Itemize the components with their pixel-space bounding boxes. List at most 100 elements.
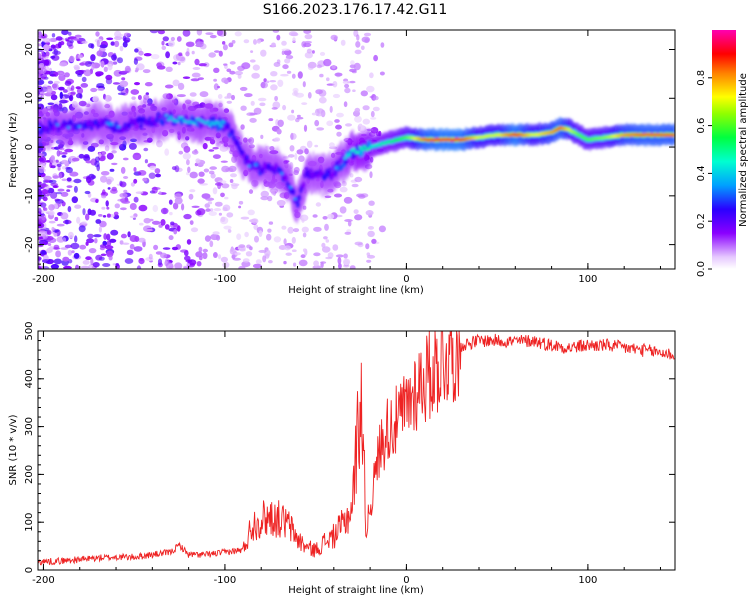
noise-blob — [38, 67, 47, 74]
noise-blob — [65, 166, 71, 170]
noise-blob — [291, 73, 296, 79]
noise-blob — [353, 209, 359, 215]
noise-blob — [86, 176, 92, 184]
noise-blob — [73, 185, 78, 193]
noise-blob — [322, 216, 328, 220]
noise-blob — [281, 50, 285, 55]
noise-blob — [307, 61, 317, 69]
noise-blob — [253, 107, 262, 115]
noise-blob — [80, 265, 90, 269]
noise-blob — [38, 165, 45, 174]
noise-blob — [201, 193, 211, 200]
spectrogram-frame — [37, 29, 676, 270]
noise-blob — [295, 92, 304, 98]
noise-blob — [228, 42, 234, 48]
noise-blob — [120, 166, 126, 174]
noise-blob — [197, 178, 205, 184]
noise-blob — [329, 142, 335, 148]
noise-blob — [157, 30, 165, 35]
noise-blob — [165, 66, 173, 73]
noise-blob — [213, 67, 220, 74]
noise-blob — [153, 244, 159, 250]
noise-blob — [38, 207, 42, 215]
noise-blob — [129, 215, 136, 219]
noise-blob — [360, 90, 368, 97]
y-tick-label: 0 — [24, 144, 35, 150]
noise-blob — [136, 63, 145, 71]
noise-blob — [122, 157, 129, 161]
noise-blob — [226, 100, 232, 104]
ridge-core — [284, 175, 289, 182]
noise-blob — [111, 150, 117, 154]
noise-blob — [327, 252, 334, 259]
ridge-hot — [358, 146, 363, 150]
noise-blob — [114, 36, 123, 41]
noise-blob — [192, 67, 201, 70]
noise-blob — [110, 41, 115, 46]
ridge-core — [226, 122, 231, 130]
noise-blob — [241, 62, 251, 70]
noise-blob — [174, 197, 183, 205]
noise-blob — [160, 252, 168, 259]
noise-blob — [85, 256, 92, 261]
noise-blob — [160, 219, 166, 226]
noise-blob — [80, 83, 89, 88]
noise-blob — [365, 243, 370, 250]
noise-blob — [202, 248, 208, 253]
noise-blob — [85, 160, 92, 164]
noise-blob — [214, 50, 220, 53]
noise-blob — [234, 252, 241, 256]
noise-blob — [182, 30, 191, 37]
noise-blob — [367, 230, 375, 238]
noise-blob — [94, 156, 100, 163]
noise-blob — [368, 226, 374, 230]
ridge-hot — [672, 133, 675, 137]
noise-blob — [66, 185, 73, 189]
noise-blob — [347, 220, 352, 227]
noise-blob — [281, 48, 291, 52]
noise-blob — [169, 211, 173, 216]
noise-blob — [258, 97, 267, 102]
noise-blob — [205, 208, 211, 212]
noise-blob — [232, 182, 236, 186]
noise-blob — [210, 173, 216, 179]
noise-blob — [243, 39, 250, 44]
noise-blob — [133, 58, 138, 65]
noise-blob — [223, 225, 232, 230]
noise-blob — [113, 211, 119, 216]
noise-blob — [94, 238, 98, 244]
noise-blob — [63, 265, 72, 269]
noise-blob — [263, 78, 267, 83]
noise-blob — [117, 92, 126, 96]
ridge-hot — [175, 119, 180, 123]
noise-blob — [273, 236, 282, 243]
noise-blob — [332, 81, 338, 88]
noise-blob — [53, 244, 60, 250]
noise-blob — [121, 77, 126, 81]
noise-blob — [74, 66, 80, 71]
noise-blob — [343, 258, 351, 266]
noise-blob — [76, 87, 84, 95]
x-tick-label: 0 — [403, 575, 409, 586]
noise-blob — [312, 214, 318, 218]
noise-blob — [99, 244, 107, 248]
noise-blob — [119, 192, 128, 198]
noise-blob — [98, 152, 102, 158]
ridge-core — [230, 128, 235, 136]
noise-blob — [123, 189, 128, 194]
colorbar: 0.0 0.2 0.4 0.6 0.8 Normalized spectral ampl… — [696, 30, 749, 277]
noise-blob — [51, 83, 58, 89]
noise-blob — [324, 223, 329, 231]
noise-blob — [168, 40, 175, 48]
noise-blob — [208, 149, 215, 152]
noise-blob — [349, 80, 356, 84]
noise-blob — [220, 192, 225, 198]
noise-blob — [168, 235, 174, 241]
noise-blob — [107, 63, 113, 71]
noise-blob — [110, 229, 119, 236]
noise-blob — [354, 241, 363, 246]
noise-blob — [292, 87, 299, 93]
noise-blob — [92, 262, 100, 268]
noise-blob — [252, 263, 262, 269]
